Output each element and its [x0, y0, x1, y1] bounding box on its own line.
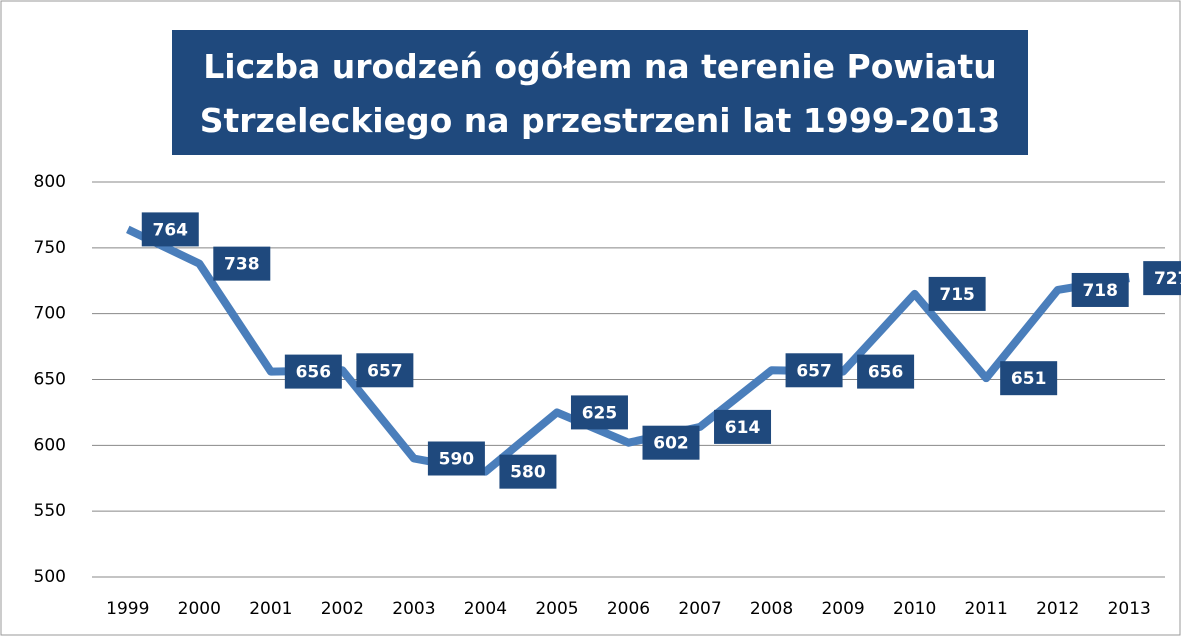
- data-label-box: [141, 212, 199, 247]
- y-tick-label: 600: [34, 435, 66, 455]
- data-label-box: [642, 425, 700, 460]
- x-tick-label: 2000: [178, 599, 221, 619]
- x-tick-label: 2008: [750, 599, 793, 619]
- data-label: 580: [510, 463, 546, 483]
- data-label: 715: [939, 285, 975, 305]
- data-label: 602: [653, 434, 689, 454]
- data-label: 657: [367, 361, 403, 381]
- y-tick-label: 750: [34, 238, 66, 258]
- x-tick-label: 2007: [678, 599, 721, 619]
- data-label-box: [284, 354, 342, 389]
- data-label: 727: [1154, 269, 1181, 289]
- data-label-box: [213, 246, 271, 281]
- data-label-box: [785, 353, 843, 388]
- data-label: 657: [796, 361, 832, 381]
- data-label-box: [427, 441, 485, 476]
- data-label: 718: [1082, 281, 1118, 301]
- x-tick-label: 2006: [607, 599, 650, 619]
- data-label-box: [1000, 361, 1058, 396]
- data-label-box: [1071, 272, 1129, 307]
- x-tick-label: 2011: [965, 599, 1008, 619]
- data-label: 656: [296, 363, 332, 383]
- y-tick-label: 500: [34, 567, 66, 587]
- y-tick-label: 650: [34, 370, 66, 390]
- data-label: 738: [224, 255, 260, 275]
- x-tick-label: 2009: [821, 599, 864, 619]
- data-label: 656: [868, 363, 904, 383]
- x-tick-label: 2003: [392, 599, 435, 619]
- y-tick-label: 800: [34, 172, 66, 192]
- y-tick-label: 700: [34, 304, 66, 324]
- x-tick-label: 1999: [106, 599, 149, 619]
- data-label: 625: [582, 403, 618, 423]
- data-label-box: [857, 354, 915, 389]
- x-tick-label: 2004: [464, 599, 507, 619]
- y-tick-label: 550: [34, 501, 66, 521]
- data-label: 651: [1011, 369, 1047, 389]
- x-tick-label: 2013: [1108, 599, 1151, 619]
- data-label-box: [928, 276, 986, 311]
- x-tick-label: 2001: [249, 599, 292, 619]
- title-box: [172, 30, 1028, 155]
- x-tick-label: 2012: [1036, 599, 1079, 619]
- chart-title: Liczba urodzeń ogółem na terenie Powiatu…: [200, 47, 1001, 140]
- data-label: 764: [153, 220, 189, 240]
- data-label-box: [570, 395, 628, 430]
- data-label-box: [1143, 261, 1181, 296]
- x-tick-label: 2002: [321, 599, 364, 619]
- x-tick-label: 2010: [893, 599, 936, 619]
- x-tick-label: 2005: [535, 599, 578, 619]
- data-label: 614: [725, 418, 761, 438]
- data-label: 590: [439, 450, 475, 470]
- data-label-box: [499, 454, 557, 489]
- data-label-box: [356, 353, 414, 388]
- data-label-box: [714, 409, 772, 444]
